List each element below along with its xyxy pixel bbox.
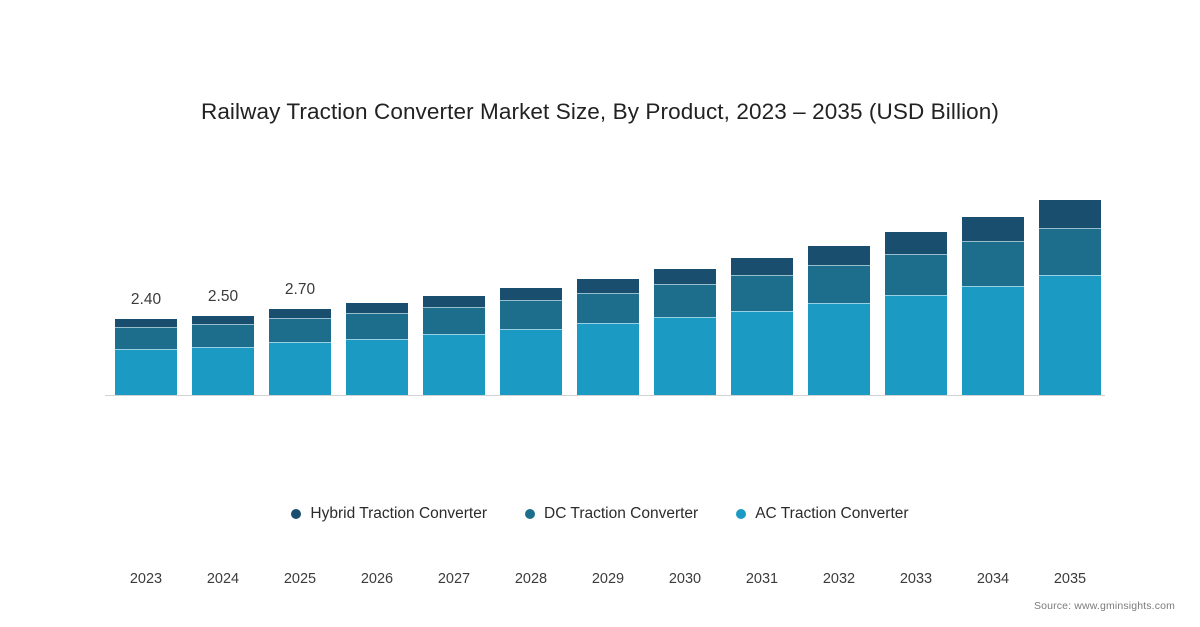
bar-stack[interactable] [115, 318, 177, 395]
bar-stack[interactable] [885, 231, 947, 395]
bar-stack[interactable] [1039, 199, 1101, 395]
bar-group: 2.40 2023 [115, 170, 177, 587]
bar-segment[interactable] [731, 275, 793, 311]
bar-segment[interactable] [1039, 227, 1101, 276]
bar-segment[interactable] [423, 306, 485, 334]
bar-segment[interactable] [808, 303, 870, 395]
bar-stack[interactable] [962, 216, 1024, 395]
bar-segment[interactable] [962, 216, 1024, 242]
bar-segment[interactable] [731, 258, 793, 276]
bar-stack[interactable] [577, 279, 639, 395]
bar-segment[interactable] [500, 329, 562, 395]
bar-segment[interactable] [577, 323, 639, 395]
bar-segment[interactable] [577, 292, 639, 324]
bar-group: 2027 [423, 170, 485, 587]
bar-segment[interactable] [346, 313, 408, 339]
bar-group: 2030 [654, 170, 716, 587]
bar-stack[interactable] [808, 245, 870, 395]
bar-segment[interactable] [346, 303, 408, 314]
bar-group: 2026 [346, 170, 408, 587]
bar-group: 2.70 2025 [269, 170, 331, 587]
legend-swatch-icon [736, 509, 747, 519]
bar-stack[interactable] [423, 296, 485, 395]
bar-group: 2029 [577, 170, 639, 587]
bar-group: 2028 [500, 170, 562, 587]
bar-segment[interactable] [500, 300, 562, 330]
bar-segment[interactable] [731, 310, 793, 395]
chart-legend: Hybrid Traction Converter DC Traction Con… [7, 505, 1193, 523]
bar-stack[interactable] [269, 309, 331, 395]
bar-segment[interactable] [500, 288, 562, 301]
bar-segment[interactable] [192, 323, 254, 347]
bar-segment[interactable] [885, 253, 947, 295]
bar-segment[interactable] [577, 279, 639, 293]
legend-item[interactable]: AC Traction Converter [736, 505, 909, 523]
bar-segment[interactable] [962, 285, 1024, 395]
bar-segment[interactable] [269, 318, 331, 343]
bar-segment[interactable] [115, 349, 177, 395]
legend-item-label: AC Traction Converter [755, 505, 909, 522]
page-title: Railway Traction Converter Market Size, … [200, 99, 1000, 124]
bar-segment[interactable] [192, 315, 254, 324]
bar-segment[interactable] [654, 317, 716, 395]
bar-segment[interactable] [1039, 275, 1101, 395]
bar-group: 2032 [808, 170, 870, 587]
bar-segment[interactable] [346, 338, 408, 395]
bar-segment[interactable] [269, 309, 331, 319]
bar-group: 2.50 2024 [192, 170, 254, 587]
legend-swatch-icon [525, 509, 536, 519]
chart-canvas: Railway Traction Converter Market Size, … [7, 7, 1193, 620]
bar-segment[interactable] [808, 245, 870, 265]
bar-stack[interactable] [731, 258, 793, 395]
legend-swatch-icon [291, 509, 302, 519]
legend-item[interactable]: Hybrid Traction Converter [291, 505, 487, 523]
bar-segment[interactable] [962, 241, 1024, 286]
bar-segment[interactable] [115, 327, 177, 350]
bar-group: 2033 [885, 170, 947, 587]
bar-stack[interactable] [500, 288, 562, 395]
legend-item[interactable]: DC Traction Converter [525, 505, 698, 523]
x-axis-line [105, 395, 1105, 396]
bar-group: 2031 [731, 170, 793, 587]
bar-segment[interactable] [654, 284, 716, 318]
bar-value-label: 2.70 [284, 281, 316, 299]
bar-stack[interactable] [346, 303, 408, 395]
bar-segment[interactable] [808, 264, 870, 304]
bar-segment[interactable] [269, 342, 331, 395]
legend-item-label: Hybrid Traction Converter [310, 505, 488, 522]
bar-segment[interactable] [192, 346, 254, 395]
bar-value-label: 2.40 [130, 290, 162, 308]
bar-segment[interactable] [885, 231, 947, 254]
bar-segment[interactable] [885, 294, 947, 395]
bar-group: 2034 [962, 170, 1024, 587]
bar-segment[interactable] [1039, 199, 1101, 228]
bar-stack[interactable] [192, 315, 254, 395]
legend-item-label: DC Traction Converter [544, 505, 699, 522]
bar-segment[interactable] [654, 269, 716, 285]
bar-value-label: 2.50 [207, 287, 239, 305]
bar-group: 2035 [1039, 170, 1101, 587]
source-attribution: Source: www.gminsights.com [1033, 600, 1175, 612]
plot-area: 2.40 2023 2.50 2024 2.70 2025 2026 2027 2028 2029… [7, 7, 1193, 620]
bar-segment[interactable] [423, 333, 485, 395]
bar-segment[interactable] [423, 296, 485, 307]
bar-stack[interactable] [654, 269, 716, 395]
bar-segment[interactable] [115, 318, 177, 328]
